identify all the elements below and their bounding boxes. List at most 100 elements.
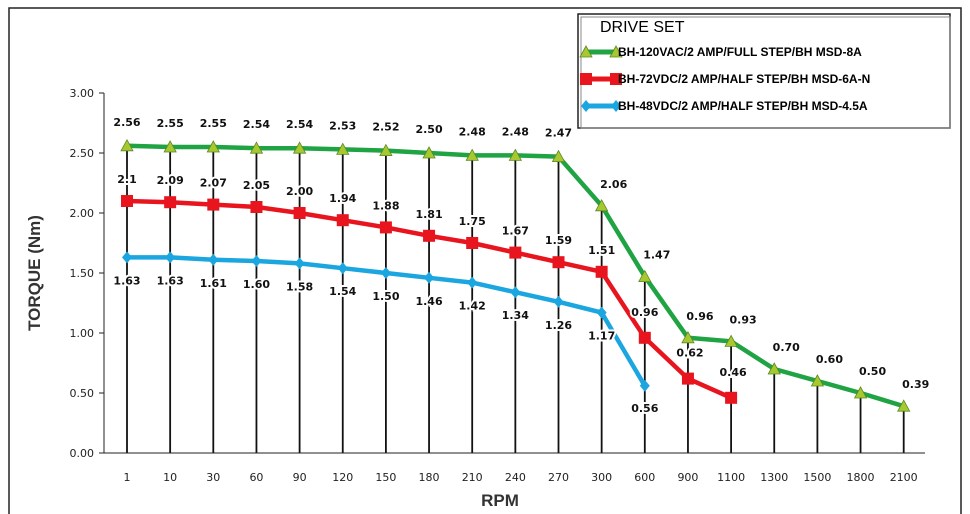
legend-box [577,13,951,129]
series-marker [681,330,695,344]
data-label: 1.58 [286,280,313,293]
series-marker [509,246,522,259]
series-marker [594,198,609,212]
series-marker [853,386,868,399]
data-label: 1.51 [588,244,615,257]
series-marker [165,251,176,264]
data-label: 0.93 [730,313,757,326]
series-marker [208,253,219,266]
x-tick-label: 60 [249,471,263,484]
series-marker [337,262,348,275]
x-tick-label: 900 [677,471,698,484]
series-lines [120,138,911,412]
data-label: 1.75 [459,215,486,228]
data-label: 1.88 [372,199,399,212]
data-label: 1.94 [329,192,356,205]
data-label: 2.47 [545,127,572,140]
series-marker [508,148,523,161]
series-marker [379,221,392,234]
data-label: 1.42 [459,300,486,313]
y-tick-label: 0.50 [70,387,95,400]
series-marker [164,196,177,209]
data-labels: 2.56 2.55 2.55 2.54 2.54 2.53 2.52 2.50 2.48 2.48… [111,114,931,417]
series-marker [638,269,652,283]
y-tick-label: 0.00 [70,447,95,460]
legend-swatch-marker [611,100,621,112]
data-label: 0.50 [859,365,886,378]
data-label: 1.50 [372,290,399,303]
data-label: 1.46 [415,295,442,308]
series-marker [249,141,264,154]
data-label: 1.17 [588,330,615,343]
legend-swatch-marker [579,45,593,58]
data-label: 1.67 [502,225,529,238]
x-tick-label: 10 [163,471,177,484]
data-label: 0.96 [631,306,658,319]
legend: DRIVE SET BH-120VAC/2 AMP/FULL STEP/BH M… [577,13,951,129]
data-label: 2.1 [117,173,137,186]
data-label: 1.26 [545,319,572,332]
data-label: 1.61 [200,277,227,290]
series-marker [294,257,305,270]
series-marker [724,334,738,347]
x-tick-label: 1800 [847,471,875,484]
data-label: 1.60 [243,278,270,291]
data-label: 1.34 [502,309,529,322]
x-tick-label: 240 [505,471,526,484]
data-label: 1.63 [113,274,140,287]
data-label: 2.52 [372,121,399,134]
x-tick-label: 270 [548,471,569,484]
data-label: 0.96 [686,310,713,323]
series-marker [596,306,607,319]
series-2 [121,195,738,404]
series-marker [767,362,781,375]
series-marker [897,399,911,412]
series-marker [206,140,220,153]
data-label: 0.46 [720,366,747,379]
x-tick-label: 180 [419,471,440,484]
x-tick-label: 30 [206,471,220,484]
x-tick-label: 2100 [890,471,918,484]
x-tick-label: 600 [634,471,655,484]
y-tick-label: 2.00 [70,207,95,220]
data-label: 0.60 [816,353,843,366]
series-marker [551,149,566,163]
data-label: 2.48 [502,125,529,138]
data-label: 2.55 [157,117,184,130]
data-label: 1.63 [157,274,184,287]
data-label: 1.47 [643,249,670,262]
series-marker [510,286,521,299]
y-axis-title: TORQUE (Nm) [25,215,44,331]
series-marker [553,295,564,308]
x-tick-label: 1300 [760,471,788,484]
data-label: 0.56 [631,402,658,415]
data-label: 2.54 [243,118,270,131]
x-tick-label: 150 [375,471,396,484]
series-marker [467,276,478,289]
series-marker [424,271,435,284]
series-marker [681,372,694,385]
data-label: 2.50 [415,123,442,136]
legend-title: DRIVE SET [600,19,685,36]
x-tick-label: 1100 [717,471,745,484]
legend-swatch-marker [609,45,623,58]
series-marker [120,138,134,152]
data-label: 1.81 [415,208,442,221]
series-marker [163,140,177,153]
legend-label: BH-120VAC/2 AMP/FULL STEP/BH MSD-8A [618,45,862,59]
series-marker [250,201,263,213]
data-label: 2.05 [243,179,270,192]
series-marker [121,195,133,207]
series-marker [639,379,650,392]
series-marker [251,255,262,267]
legend-label: BH-48VDC/2 AMP/HALF STEP/BH MSD-4.5A [618,99,868,113]
data-label: 2.07 [200,177,227,190]
x-axis-title: RPM [481,491,519,510]
data-label: 2.00 [286,185,313,198]
series-marker [465,148,479,161]
data-label: 0.62 [676,347,703,360]
legend-swatch-marker [581,100,591,112]
series-marker [336,214,349,227]
legend-label: BH-72VDC/2 AMP/HALF STEP/BH MSD-6A-N [618,72,870,86]
